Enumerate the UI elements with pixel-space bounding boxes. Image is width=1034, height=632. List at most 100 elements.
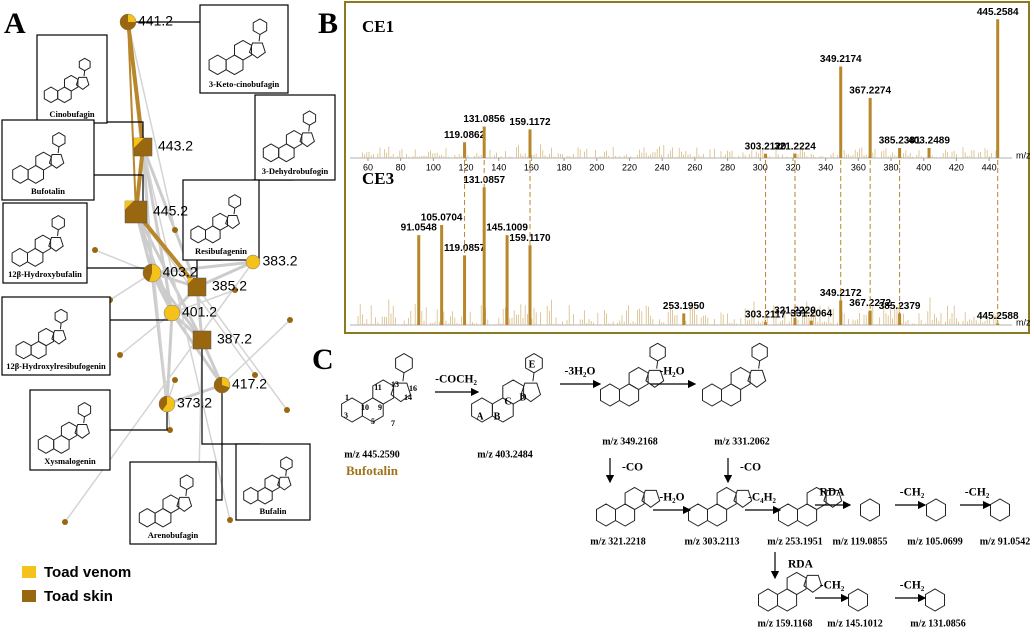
ring (596, 503, 616, 527)
structure (11, 215, 65, 267)
bond (402, 372, 405, 382)
structure (208, 18, 268, 76)
node-label: 387.2 (217, 331, 252, 347)
panel-label: C (312, 343, 334, 376)
minor-node (232, 287, 238, 293)
ring (34, 234, 52, 254)
atom-number: 3 (344, 411, 348, 420)
ring (48, 154, 65, 169)
ring (395, 353, 413, 374)
compound-box (254, 94, 336, 181)
node (192, 330, 212, 350)
node-label: 383.2 (263, 253, 298, 269)
edge (94, 249, 153, 274)
ring (54, 308, 68, 324)
x-tick-label: 240 (655, 162, 670, 172)
node-label: 401.2 (182, 304, 217, 320)
structure (596, 486, 661, 527)
compound-box (235, 443, 311, 521)
x-tick-label: 120 (459, 162, 474, 172)
minor-node (287, 317, 293, 323)
structure (341, 353, 413, 423)
spectrum-name: CE1 (362, 17, 394, 36)
ring (390, 382, 412, 403)
peak-label: 321.2220 (774, 305, 816, 316)
structure (778, 486, 843, 527)
edge (151, 260, 254, 275)
ring (280, 456, 293, 471)
compound-name: Bufalin (260, 506, 287, 516)
edge (127, 21, 176, 231)
ring (248, 42, 266, 59)
structure (262, 110, 317, 163)
node-skin-share (159, 396, 167, 411)
x-tick-label: 400 (916, 162, 931, 172)
connector (110, 313, 173, 321)
ring (48, 237, 64, 252)
structure (190, 194, 242, 244)
edge (64, 261, 254, 523)
axis-label: m/z (1016, 150, 1031, 160)
ring (78, 57, 91, 72)
step-label: -CH₂ (820, 580, 845, 592)
bond (656, 360, 659, 369)
structure (688, 486, 753, 527)
structure (15, 308, 68, 360)
x-tick-label: 420 (949, 162, 964, 172)
step-label: RDA (788, 559, 814, 571)
ring (264, 474, 280, 493)
edge (134, 211, 204, 341)
x-tick-label: 140 (491, 162, 506, 172)
node-label: 445.2 (153, 203, 188, 219)
bond (185, 489, 188, 496)
peak-label: 349.2172 (820, 288, 862, 299)
edge (119, 312, 173, 356)
legend-label: Toad skin (44, 588, 113, 605)
ring (778, 503, 798, 527)
ring-letter: D (519, 392, 526, 403)
edge-strong (126, 21, 145, 148)
compound-box (2, 202, 88, 284)
ring (747, 369, 767, 388)
minor-node (172, 377, 178, 383)
mass-label: m/z 331.2062 (714, 436, 770, 447)
panel-b-frame (344, 1, 1030, 334)
step-label: -COCH₂ (435, 374, 477, 386)
node-label: 417.2 (232, 376, 267, 392)
structure (600, 342, 666, 407)
atom-number: 13 (391, 380, 399, 389)
mass-label: m/z 303.2113 (685, 536, 740, 547)
edge (166, 383, 223, 406)
compound-name: 12β-Hydroxybufalin (8, 269, 82, 279)
x-tick-label: 80 (396, 162, 406, 172)
peak-label: 321.2224 (774, 141, 816, 152)
node-skin-share (120, 14, 136, 30)
peak-label: 367.2274 (849, 86, 891, 97)
ring (228, 194, 242, 209)
compound-name: Xysmalogenin (44, 456, 96, 466)
connector (201, 340, 260, 445)
ring (51, 330, 67, 345)
edge (165, 312, 174, 405)
x-tick-label: 200 (589, 162, 604, 172)
compound-name: 3-Dehydrobufogin (262, 166, 329, 176)
node (187, 277, 207, 297)
edge-strong (127, 21, 137, 213)
peak-label: 159.1172 (509, 117, 551, 128)
structure (243, 456, 293, 505)
ring (926, 498, 946, 522)
minor-node (167, 427, 173, 433)
peak-label: 367.2272 (849, 298, 891, 309)
ring (38, 327, 55, 347)
panel-label: B (318, 7, 338, 40)
ring (74, 424, 90, 439)
bond (758, 360, 761, 369)
bond (59, 323, 62, 330)
mass-label: m/z 145.1012 (827, 618, 883, 629)
ring (758, 588, 778, 612)
ring (52, 132, 66, 148)
minor-node (252, 372, 258, 378)
node-skin-share (143, 264, 152, 282)
node-label: 373.2 (177, 395, 212, 411)
peak-label: 403.2489 (908, 136, 950, 147)
